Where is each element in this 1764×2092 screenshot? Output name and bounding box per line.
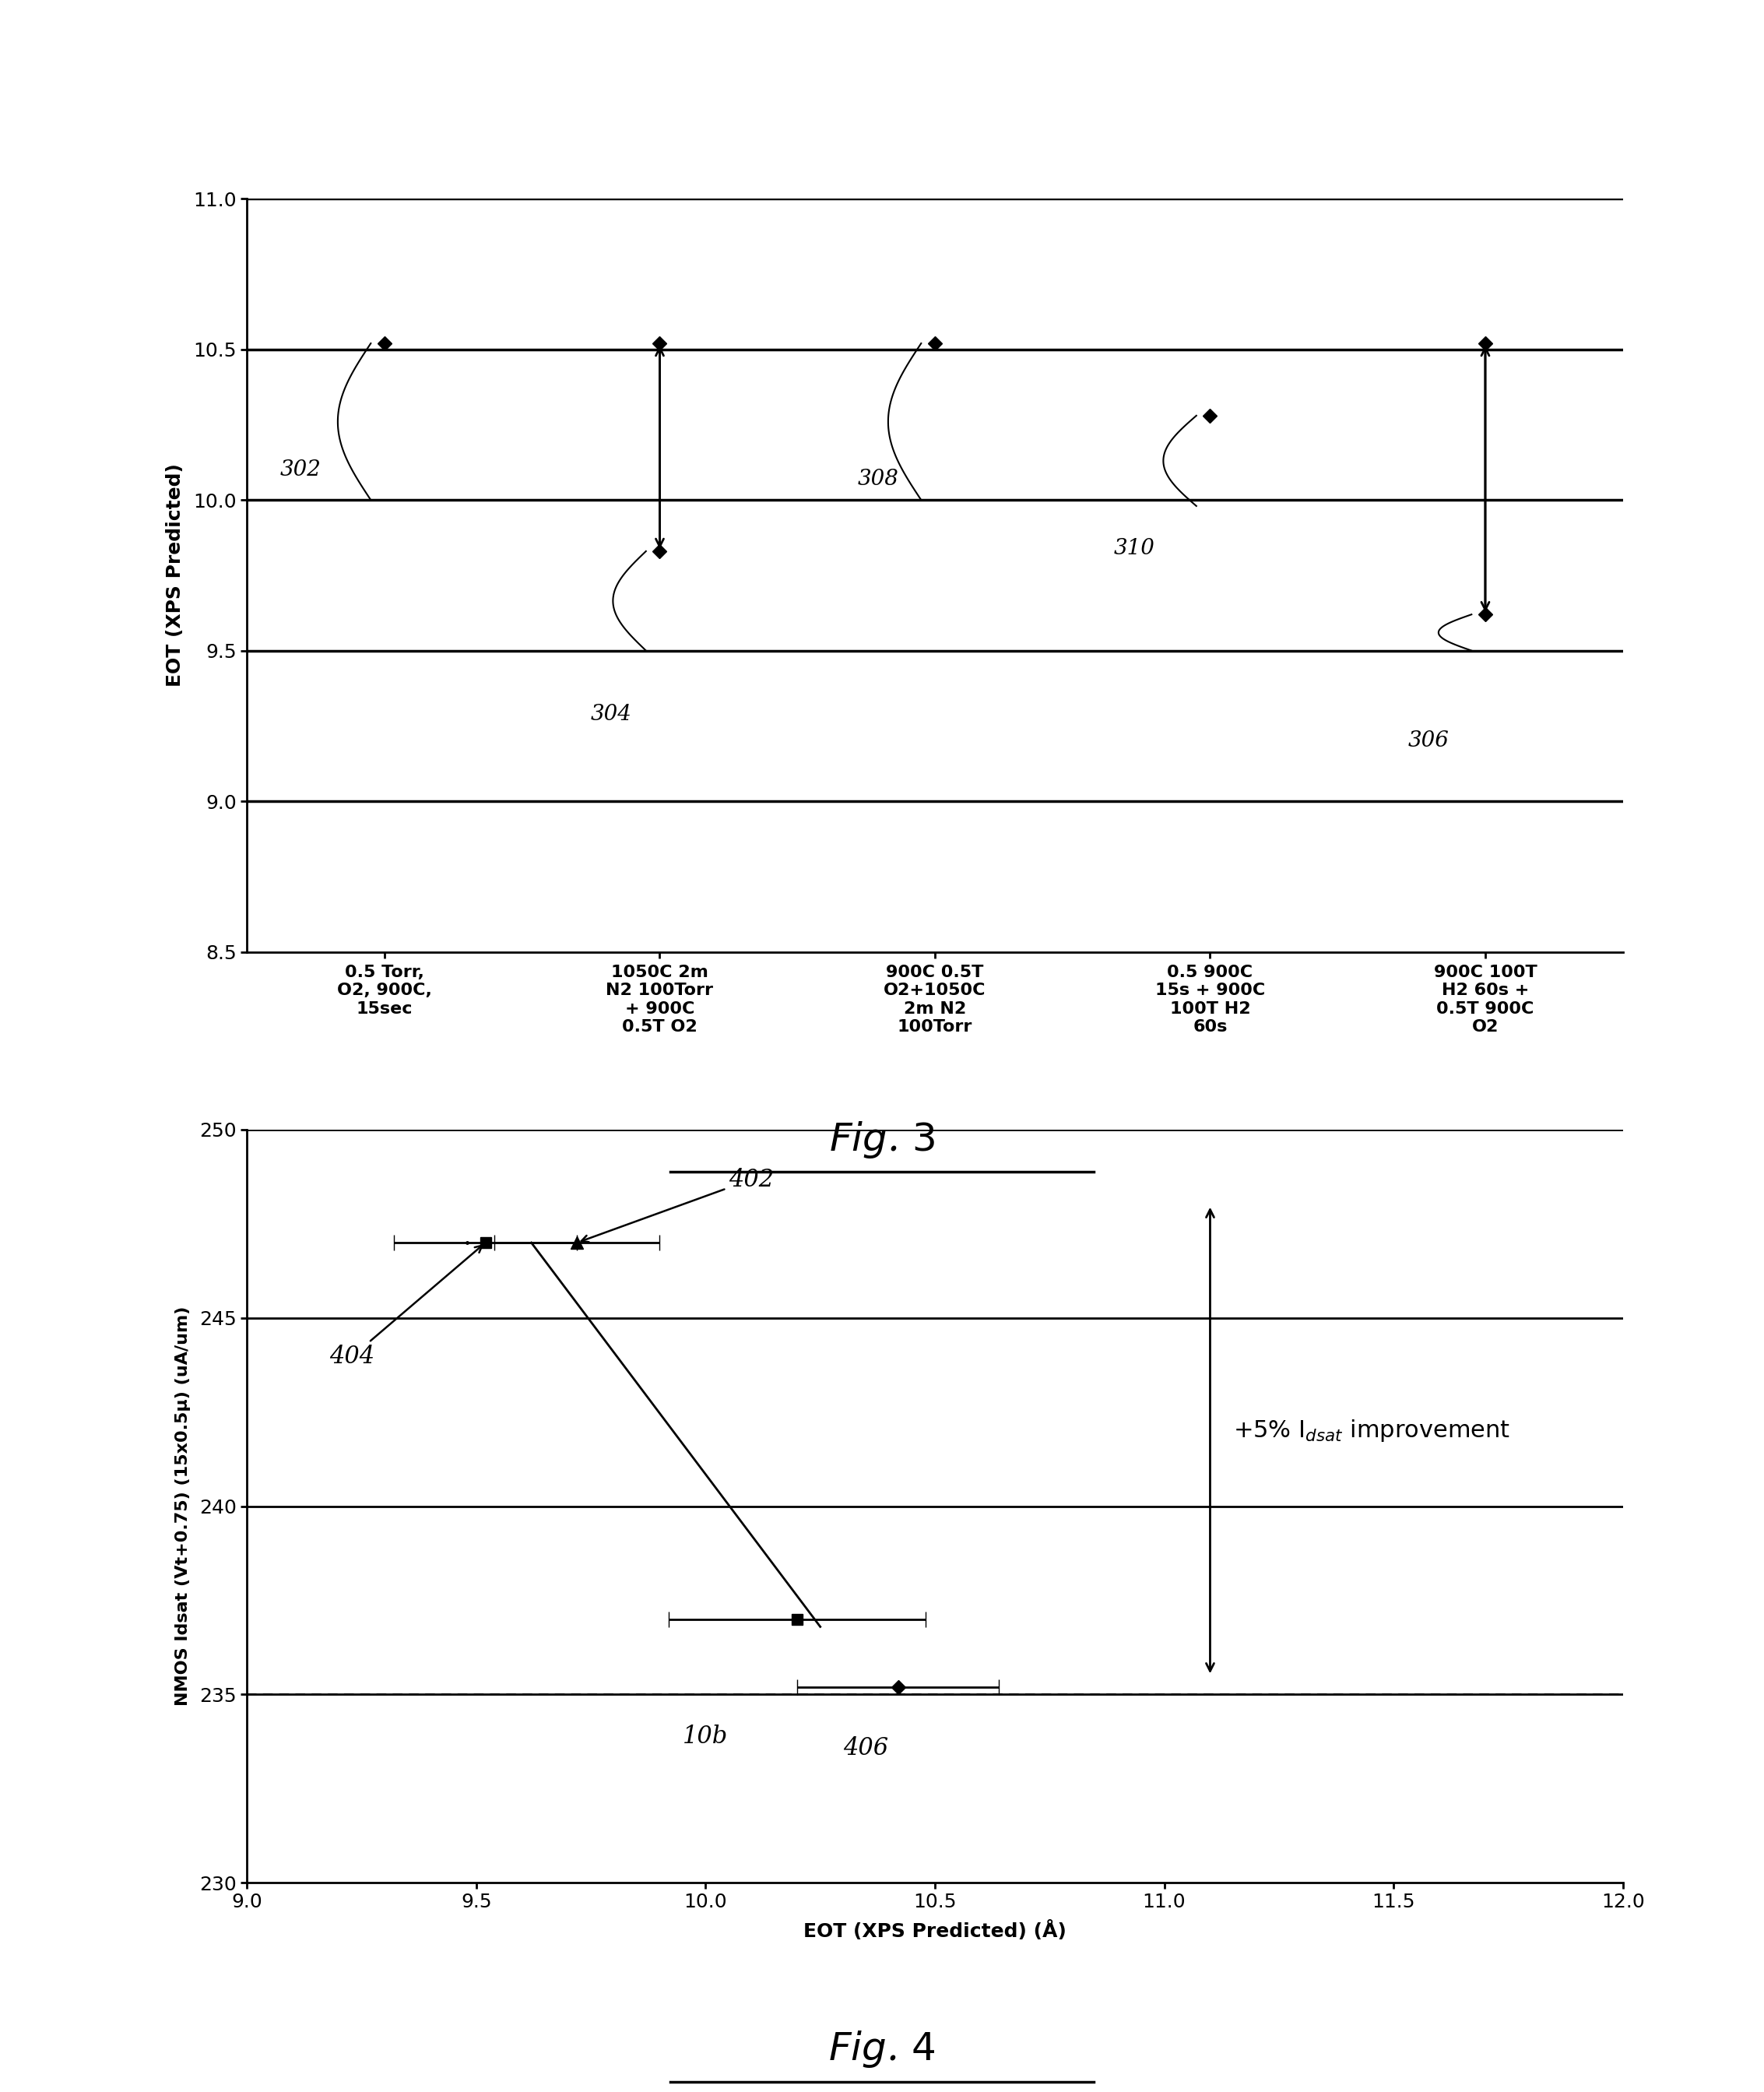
- Text: 302: 302: [280, 460, 321, 481]
- Text: $\mathit{Fig}$. $\mathit{4}$: $\mathit{Fig}$. $\mathit{4}$: [829, 2029, 935, 2069]
- Text: 406: 406: [843, 1736, 889, 1759]
- Text: 402: 402: [582, 1167, 774, 1243]
- Text: 304: 304: [591, 703, 632, 724]
- X-axis label: EOT (XPS Predicted) (Å): EOT (XPS Predicted) (Å): [803, 1920, 1067, 1941]
- Text: 306: 306: [1408, 730, 1450, 751]
- Text: $\mathit{Fig}$. $\mathit{3}$: $\mathit{Fig}$. $\mathit{3}$: [829, 1119, 935, 1159]
- Y-axis label: EOT (XPS Predicted): EOT (XPS Predicted): [166, 464, 185, 686]
- Text: 10b: 10b: [683, 1724, 729, 1749]
- Text: 404: 404: [330, 1245, 482, 1368]
- Text: 308: 308: [857, 469, 900, 490]
- Text: 310: 310: [1113, 538, 1155, 559]
- Text: +5% I$_{dsat}$ improvement: +5% I$_{dsat}$ improvement: [1233, 1418, 1510, 1443]
- Y-axis label: NMOS Idsat (Vt+0.75) (15x0.5μ) (uA/um): NMOS Idsat (Vt+0.75) (15x0.5μ) (uA/um): [175, 1305, 191, 1707]
